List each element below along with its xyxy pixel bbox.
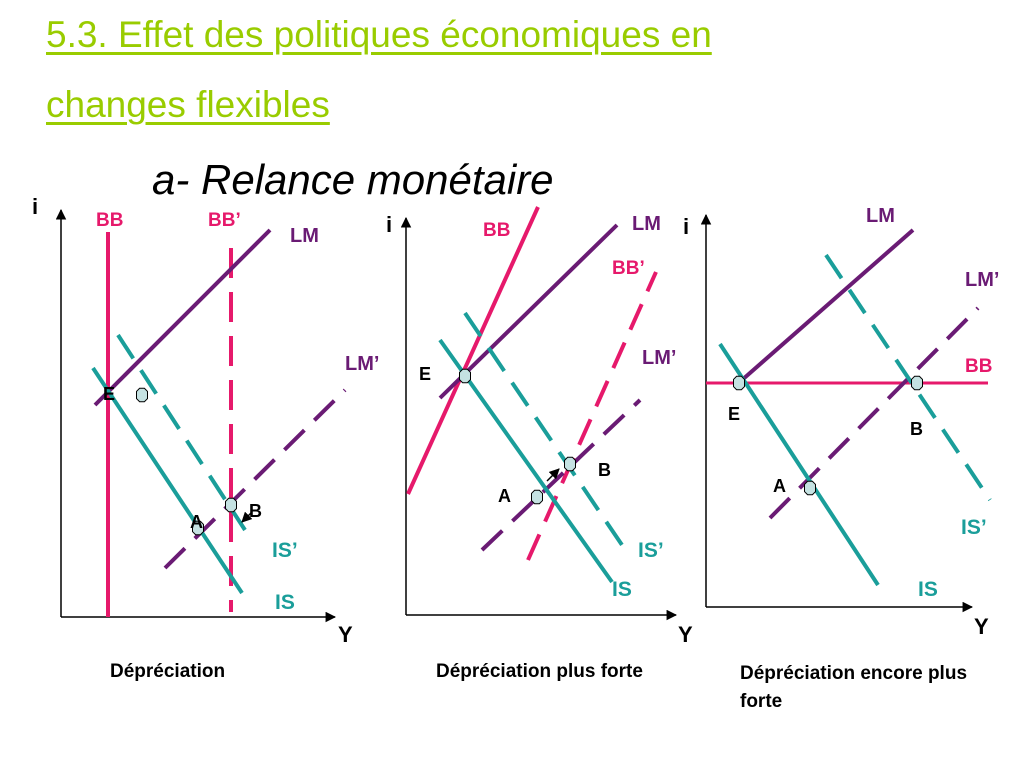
panel-2-axis-y-label: Y bbox=[678, 622, 693, 647]
slide-title-line-1: 5.3. Effet des politiques économiques en bbox=[46, 14, 712, 55]
panel-3-lm-prime-label: LM’ bbox=[965, 269, 999, 291]
panel-3-caption: Dépréciation encore plus forte bbox=[740, 663, 968, 712]
panel-2-lm-label: LM bbox=[632, 213, 661, 235]
panel-3-is-line bbox=[718, 342, 880, 587]
panel-1-is-label: IS bbox=[275, 591, 295, 614]
slide-title-line-2: changes flexibles bbox=[46, 84, 330, 125]
panel-3-point-e-marker bbox=[733, 375, 745, 391]
panel-3-bb-label: BB bbox=[965, 356, 992, 377]
panel-1-caption: Dépréciation bbox=[110, 661, 226, 682]
panel-2-point-a-marker bbox=[531, 489, 543, 505]
panel-1: i Y BB BB’ LM LM’ IS’ IS E A B bbox=[32, 194, 379, 647]
panel-1-point-b-label: B bbox=[249, 501, 262, 521]
panel-2-is-prime-line bbox=[463, 311, 624, 547]
panel-1-shift-arrow bbox=[241, 511, 253, 523]
panel-2: i Y BB LM BB’ LM’ IS’ IS E A B bbox=[386, 206, 693, 647]
panel-2-is-label: IS bbox=[612, 578, 632, 601]
panel-1-lm-label: LM bbox=[290, 225, 319, 247]
panel-3-point-e-label: E bbox=[728, 404, 740, 424]
panel-2-point-b-label: B bbox=[598, 460, 611, 480]
panel-1-lm-prime-label: LM’ bbox=[345, 353, 379, 375]
panel-1-point-b-marker bbox=[225, 497, 237, 513]
panel-1-lm-line bbox=[93, 228, 272, 407]
panel-2-bb-label: BB bbox=[483, 220, 510, 241]
panel-2-bb-prime-line bbox=[526, 271, 658, 561]
panel-3: i Y LM LM’ BB IS’ IS E A B bbox=[683, 205, 999, 639]
panel-2-bb-line bbox=[406, 206, 540, 495]
panel-1-point-e-label: E bbox=[103, 384, 115, 404]
panel-2-is-prime-label: IS’ bbox=[638, 539, 664, 562]
panel-1-axis-i-label: i bbox=[32, 194, 38, 219]
panel-1-lm-prime-line bbox=[163, 388, 347, 570]
panel-1-bb-prime-label: BB’ bbox=[208, 210, 241, 231]
panel-2-lm-prime-label: LM’ bbox=[642, 347, 676, 369]
panel-1-point-a-label: A bbox=[190, 512, 203, 532]
panel-3-lm-prime-line bbox=[768, 306, 980, 520]
panel-2-caption: Dépréciation plus forte bbox=[436, 661, 643, 682]
panel-1-is-prime-line bbox=[116, 333, 247, 532]
panel-1-point-a-marker bbox=[192, 520, 204, 536]
panel-1-point-e-marker bbox=[136, 387, 148, 403]
panel-2-lm-prime-line bbox=[480, 398, 642, 552]
panel-3-axis-y-label: Y bbox=[974, 614, 989, 639]
panel-2-point-e-label: E bbox=[419, 364, 431, 384]
panel-2-lm-line bbox=[438, 223, 619, 400]
panel-3-point-a-marker bbox=[804, 480, 816, 496]
panel-3-axis-i-label: i bbox=[683, 214, 689, 239]
panel-3-is-label: IS bbox=[918, 578, 938, 601]
panel-3-is-prime-line bbox=[824, 253, 992, 502]
panel-2-point-e-marker bbox=[459, 368, 471, 384]
panel-1-is-prime-label: IS’ bbox=[272, 539, 298, 562]
panel-3-point-b-marker bbox=[911, 375, 923, 391]
panel-3-is-prime-label: IS’ bbox=[961, 516, 987, 539]
panel-2-bb-prime-label: BB’ bbox=[612, 258, 645, 279]
panel-2-point-b-marker bbox=[564, 456, 576, 472]
panel-2-point-a-label: A bbox=[498, 486, 511, 506]
panel-3-lm-line bbox=[740, 228, 915, 382]
slide-subtitle: a- Relance monétaire bbox=[152, 156, 554, 203]
panel-3-point-a-label: A bbox=[773, 476, 786, 496]
panel-2-shift-arrow bbox=[546, 468, 560, 482]
panel-3-lm-label: LM bbox=[866, 205, 895, 227]
panel-1-bb-label: BB bbox=[96, 210, 123, 231]
panel-1-is-line bbox=[91, 366, 244, 595]
panel-1-axis-y-label: Y bbox=[338, 622, 353, 647]
panel-2-axis-i-label: i bbox=[386, 212, 392, 237]
panel-3-point-b-label: B bbox=[910, 419, 923, 439]
